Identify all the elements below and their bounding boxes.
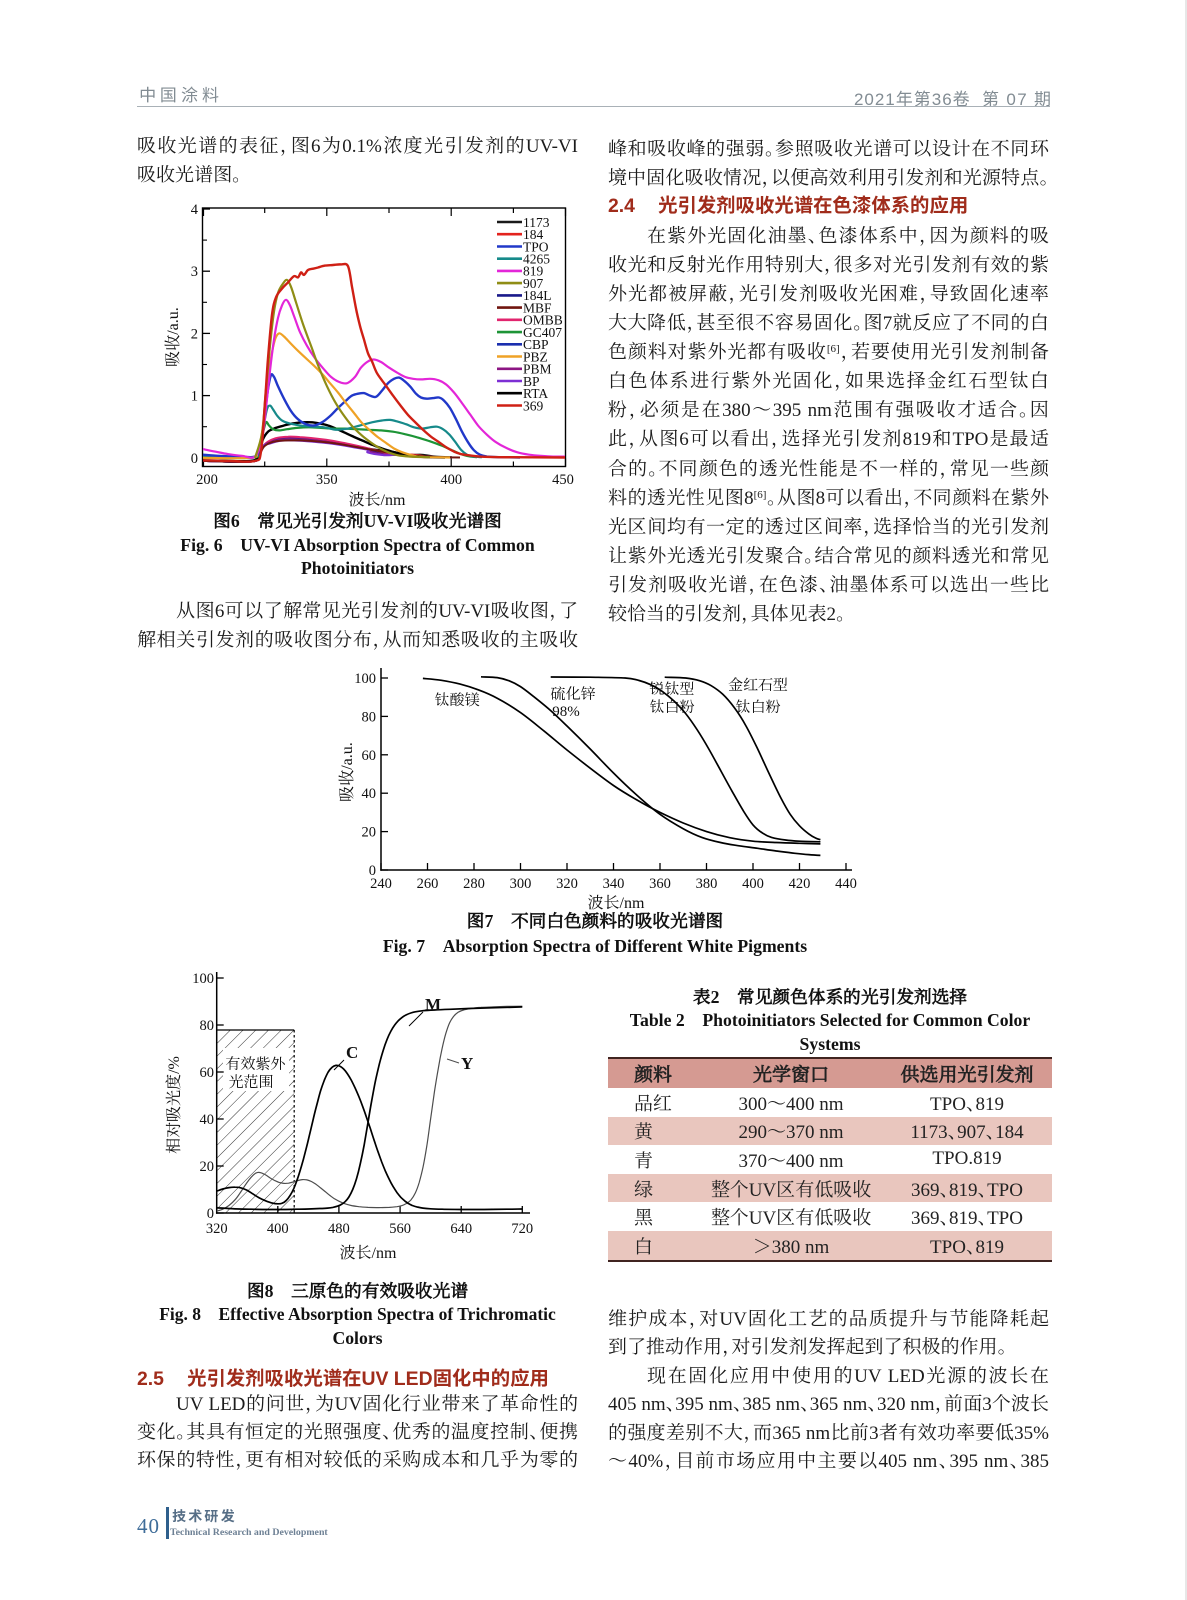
svg-text:440: 440	[835, 876, 857, 892]
svg-text:380: 380	[696, 876, 718, 892]
svg-text:400: 400	[742, 876, 764, 892]
svg-text:40: 40	[200, 1112, 215, 1128]
svg-text:钛白粉: 钛白粉	[735, 699, 780, 716]
svg-text:819: 819	[523, 264, 544, 279]
svg-text:3: 3	[191, 264, 198, 280]
svg-text:369: 369	[523, 398, 544, 413]
svg-text:BP: BP	[523, 374, 540, 389]
svg-text:GC407: GC407	[523, 325, 562, 340]
svg-text:60: 60	[200, 1065, 215, 1081]
svg-text:0: 0	[369, 863, 376, 879]
svg-text:260: 260	[417, 876, 439, 892]
svg-text:PBM: PBM	[523, 362, 552, 377]
svg-text:184L: 184L	[523, 288, 552, 303]
svg-text:360: 360	[649, 876, 671, 892]
svg-text:80: 80	[200, 1018, 215, 1034]
svg-text:240: 240	[370, 876, 392, 892]
svg-text:OMBB: OMBB	[523, 313, 563, 328]
svg-text:4265: 4265	[523, 252, 550, 267]
svg-text:2: 2	[191, 326, 198, 342]
svg-text:0: 0	[207, 1206, 214, 1222]
svg-text:80: 80	[362, 709, 377, 725]
svg-text:吸收/a.u.: 吸收/a.u.	[164, 307, 182, 367]
svg-text:1: 1	[191, 389, 198, 405]
svg-text:20: 20	[362, 825, 377, 841]
svg-text:420: 420	[789, 876, 811, 892]
svg-text:光范围: 光范围	[228, 1074, 273, 1091]
svg-text:340: 340	[603, 876, 625, 892]
svg-text:CBP: CBP	[523, 337, 549, 352]
svg-text:相对吸光度/%: 相对吸光度/%	[165, 1056, 183, 1154]
svg-text:400: 400	[267, 1221, 289, 1237]
svg-text:1173: 1173	[523, 215, 550, 230]
svg-text:720: 720	[511, 1221, 533, 1237]
svg-text:0: 0	[191, 451, 198, 467]
svg-text:184: 184	[523, 227, 544, 242]
svg-text:300: 300	[510, 876, 532, 892]
svg-text:480: 480	[328, 1221, 350, 1237]
svg-text:波长/nm: 波长/nm	[588, 894, 645, 912]
svg-text:4: 4	[191, 202, 199, 218]
svg-text:波长/nm: 波长/nm	[349, 491, 406, 509]
svg-text:560: 560	[389, 1221, 411, 1237]
svg-text:100: 100	[354, 671, 376, 687]
svg-text:金红石型: 金红石型	[728, 677, 788, 694]
svg-text:C: C	[346, 1043, 358, 1062]
svg-text:PBZ: PBZ	[523, 349, 548, 364]
svg-text:200: 200	[196, 472, 218, 488]
svg-text:320: 320	[556, 876, 578, 892]
svg-text:450: 450	[552, 472, 574, 488]
svg-text:TPO: TPO	[523, 239, 549, 254]
svg-text:20: 20	[200, 1159, 215, 1175]
svg-text:吸收/a.u.: 吸收/a.u.	[338, 742, 356, 802]
svg-text:钛酸镁: 钛酸镁	[434, 692, 479, 709]
svg-text:M: M	[425, 995, 441, 1014]
svg-text:硫化锌: 硫化锌	[550, 686, 596, 703]
svg-text:Y: Y	[461, 1054, 473, 1073]
svg-text:锐钛型: 锐钛型	[649, 681, 694, 698]
svg-text:钛白粉: 钛白粉	[649, 699, 694, 716]
svg-text:640: 640	[450, 1221, 472, 1237]
svg-text:907: 907	[523, 276, 544, 291]
svg-text:280: 280	[463, 876, 485, 892]
svg-text:400: 400	[440, 472, 462, 488]
svg-text:40: 40	[362, 786, 377, 802]
svg-text:100: 100	[192, 971, 214, 987]
svg-text:320: 320	[206, 1221, 228, 1237]
svg-text:60: 60	[362, 748, 377, 764]
svg-text:有效紫外: 有效紫外	[225, 1055, 285, 1073]
svg-text:MBF: MBF	[523, 300, 552, 315]
svg-text:350: 350	[316, 472, 338, 488]
svg-text:RTA: RTA	[523, 386, 548, 401]
svg-text:波长/nm: 波长/nm	[340, 1244, 397, 1262]
svg-text:98%: 98%	[552, 704, 580, 720]
